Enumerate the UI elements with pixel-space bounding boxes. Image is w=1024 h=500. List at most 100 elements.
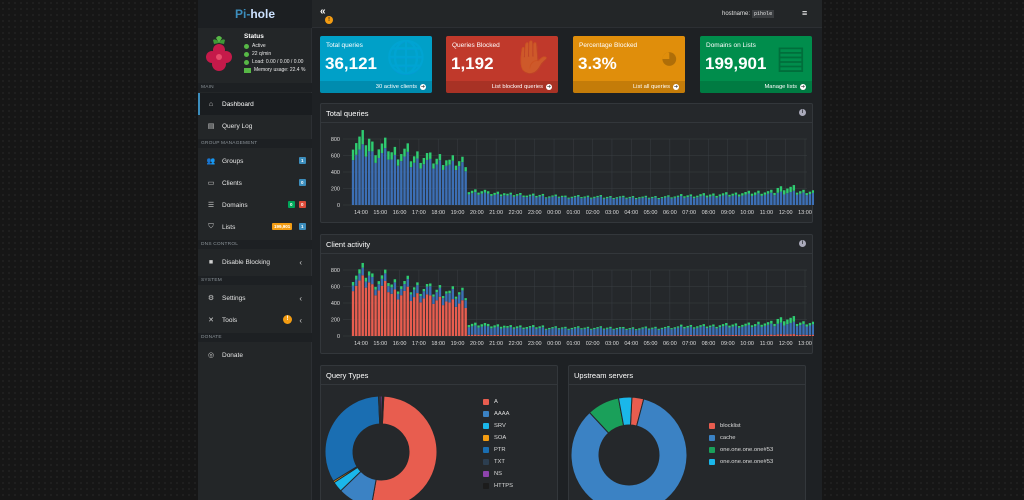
bar-segment <box>725 192 728 195</box>
chevron-left-icon: ‹ <box>299 315 302 325</box>
bar-segment <box>519 335 522 336</box>
sidebar-item-groups[interactable]: 👥 Groups 1 <box>198 150 312 172</box>
bar-segment <box>438 285 442 288</box>
bar-segment <box>535 327 538 329</box>
sidebar-item-querylog[interactable]: ▤ Query Log <box>198 115 312 137</box>
bar-segment <box>535 328 538 336</box>
warning-notification-badge[interactable]: ! <box>325 16 333 24</box>
legend-item[interactable]: SOA <box>483 432 513 444</box>
legend-item[interactable]: cache <box>709 432 773 444</box>
bar-segment <box>583 197 586 205</box>
legend-item[interactable]: AAAA <box>483 408 513 420</box>
legend-item[interactable]: SRV <box>483 420 513 432</box>
bar-segment <box>628 196 631 199</box>
bar-segment <box>725 325 728 335</box>
bar-segment <box>782 334 786 336</box>
tile-footer-link[interactable]: 30 active clients ➜ <box>320 81 432 93</box>
bar-segment <box>403 280 406 285</box>
bar-segment <box>657 199 660 205</box>
logo-text-b: hole <box>250 7 275 21</box>
app-logo[interactable]: Pi-hole <box>198 0 312 28</box>
bar-segment <box>351 160 355 205</box>
legend-item[interactable]: PTR <box>483 444 513 456</box>
sidebar-item-disable-blocking[interactable]: ■ Disable Blocking ‹ <box>198 251 312 273</box>
legend-item[interactable]: A <box>483 396 513 408</box>
x-tick-label: 20:00 <box>470 341 484 347</box>
bar-segment <box>512 196 516 205</box>
bar-segment <box>393 146 397 155</box>
bar-segment <box>744 192 747 195</box>
bar-segment <box>490 194 493 196</box>
panel-divider <box>321 253 812 254</box>
bar-segment <box>532 193 535 196</box>
sidebar-item-dashboard[interactable]: ⌂ Dashboard <box>198 93 312 115</box>
info-icon[interactable]: i <box>799 109 806 116</box>
legend-item[interactable]: one.one.one.one#53 <box>709 456 773 468</box>
bar-segment <box>689 324 693 327</box>
tile-footer-link[interactable]: List blocked queries ➜ <box>446 81 558 93</box>
x-tick-label: 14:00 <box>354 210 368 216</box>
bar-segment <box>573 197 577 205</box>
bar-segment <box>358 269 361 274</box>
sidebar-item-domains[interactable]: ☰ Domains 0 0 <box>198 194 312 216</box>
tile-footer-link[interactable]: Manage lists ➜ <box>700 81 812 93</box>
sidebar-toggle-button[interactable]: « <box>320 6 326 17</box>
info-icon[interactable]: i <box>799 240 806 247</box>
bar-segment <box>432 163 435 169</box>
bar-segment <box>560 327 564 329</box>
legend-item[interactable]: TXT <box>483 456 513 468</box>
bar-segment <box>364 145 368 157</box>
menu-icon[interactable]: ≡ <box>802 8 808 18</box>
bar-segment <box>551 196 554 205</box>
bar-segment <box>702 193 705 196</box>
legend-item[interactable]: HTTPS <box>483 480 513 492</box>
bar-segment <box>396 293 400 300</box>
bar-segment <box>528 326 532 328</box>
bar-segment <box>384 280 387 336</box>
sidebar-item-donate[interactable]: ◎ Donate <box>198 344 312 366</box>
bar-segment <box>779 317 783 323</box>
y-tick-label: 200 <box>331 187 340 193</box>
bar-segment <box>750 327 754 336</box>
y-tick-label: 0 <box>337 334 340 340</box>
bar-segment <box>593 197 596 205</box>
sidebar-item-tools[interactable]: ✕ Tools ! ‹ <box>198 309 312 331</box>
bar-segment <box>602 328 606 330</box>
legend-item[interactable]: blocklist <box>709 420 773 432</box>
bar-segment <box>663 197 667 205</box>
x-tick-label: 10:00 <box>740 341 754 347</box>
bar-segment <box>412 289 416 298</box>
bar-segment <box>802 189 805 193</box>
bar-segment <box>631 335 635 336</box>
bar-segment <box>631 328 635 336</box>
y-tick-label: 0 <box>337 203 340 209</box>
sidebar-item-settings[interactable]: ⚙ Settings ‹ <box>198 287 312 309</box>
legend-item[interactable]: one.one.one.one#53 <box>709 444 773 456</box>
legend-item[interactable]: NS <box>483 468 513 480</box>
tile-footer-link[interactable]: List all queries ➜ <box>573 81 685 93</box>
bar-segment <box>577 327 580 336</box>
tile-percentage-blocked: Percentage Blocked 3.3% ◕ List all queri… <box>573 36 685 93</box>
load-dot-icon <box>244 59 249 65</box>
sidebar-item-lists[interactable]: ⛉ Lists 199,901 1 <box>198 216 312 238</box>
legend-label: TXT <box>494 459 505 465</box>
tools-alert-badge: ! <box>283 315 292 324</box>
domains-allow-badge: 0 <box>288 201 295 208</box>
bar-segment <box>618 197 622 205</box>
sidebar-item-clients[interactable]: ▭ Clients 0 <box>198 172 312 194</box>
bar-segment <box>522 327 525 330</box>
bar-segment <box>750 193 754 196</box>
bar-segment <box>458 166 461 205</box>
bar-segment <box>644 197 648 205</box>
bar-segment <box>799 325 802 335</box>
bar-segment <box>644 335 648 336</box>
bar-segment <box>773 192 776 196</box>
tile-queries-blocked: Queries Blocked 1,192 ✋ List blocked que… <box>446 36 558 93</box>
bar-segment <box>792 190 796 205</box>
bar-segment <box>799 334 802 336</box>
bar-segment <box>515 326 519 329</box>
bar-segment <box>377 149 380 158</box>
bar-segment <box>419 162 422 169</box>
bar-segment <box>615 197 619 199</box>
bar-segment <box>429 152 432 159</box>
